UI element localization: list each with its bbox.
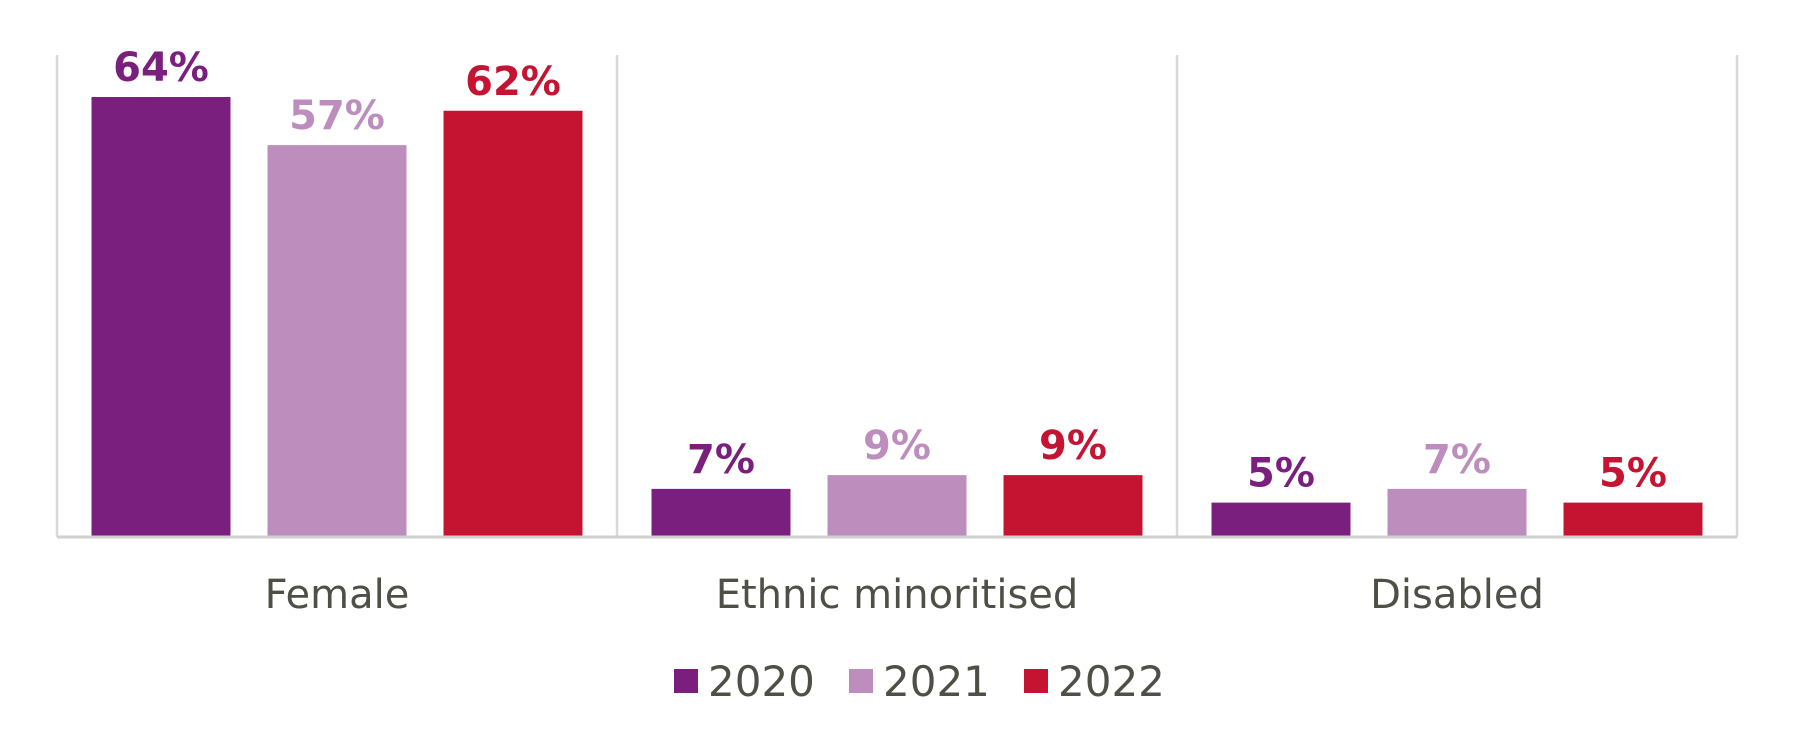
legend-swatch xyxy=(849,669,873,693)
data-label-female-2021: 57% xyxy=(289,93,385,139)
bars xyxy=(91,97,1703,537)
bar-female-2022[interactable] xyxy=(443,110,583,537)
legend-label: 2021 xyxy=(883,657,990,706)
category-labels: Female Ethnic minoritised Disabled xyxy=(265,572,1544,618)
data-labels: 64% 57% 62% 7% 9% 9% 5% 7% 5% xyxy=(113,45,1667,497)
data-label-ethnic-minoritised-2020: 7% xyxy=(687,437,755,483)
data-label-disabled-2021: 7% xyxy=(1423,437,1491,483)
legend-swatch xyxy=(1024,669,1048,693)
legend[interactable]: 2020 2021 2022 xyxy=(674,657,1165,706)
category-separators xyxy=(55,55,1739,537)
bar-ethnic-minoritised-2020[interactable] xyxy=(651,488,791,537)
category-label-disabled: Disabled xyxy=(1370,572,1544,618)
bar-ethnic-minoritised-2022[interactable] xyxy=(1003,475,1143,537)
bar-disabled-2020[interactable] xyxy=(1211,502,1351,537)
data-label-female-2022: 62% xyxy=(465,59,561,105)
bar-female-2021[interactable] xyxy=(267,145,407,537)
data-label-disabled-2022: 5% xyxy=(1599,451,1667,497)
data-label-disabled-2020: 5% xyxy=(1247,451,1315,497)
data-label-ethnic-minoritised-2022: 9% xyxy=(1039,423,1107,469)
legend-label: 2020 xyxy=(708,657,815,706)
legend-swatch xyxy=(674,669,698,693)
legend-label: 2022 xyxy=(1058,657,1165,706)
bar-disabled-2022[interactable] xyxy=(1563,502,1703,537)
data-label-female-2020: 64% xyxy=(113,45,209,91)
legend-item-2021[interactable]: 2021 xyxy=(849,657,990,706)
category-label-female: Female xyxy=(265,572,410,618)
legend-item-2020[interactable]: 2020 xyxy=(674,657,815,706)
bar-female-2020[interactable] xyxy=(91,97,231,537)
data-label-ethnic-minoritised-2021: 9% xyxy=(863,423,931,469)
legend-item-2022[interactable]: 2022 xyxy=(1024,657,1165,706)
bar-disabled-2021[interactable] xyxy=(1387,488,1527,537)
bar-ethnic-minoritised-2021[interactable] xyxy=(827,475,967,537)
category-label-ethnic-minoritised: Ethnic minoritised xyxy=(716,572,1079,618)
